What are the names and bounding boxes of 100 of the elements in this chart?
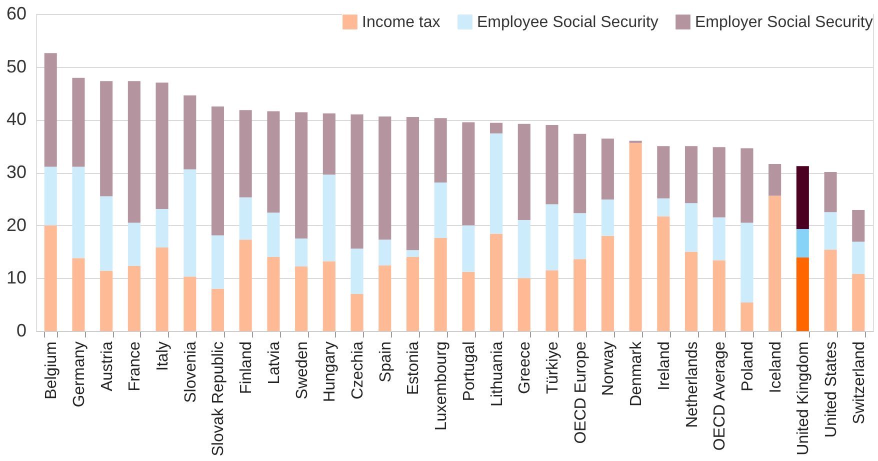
bar [657, 146, 670, 198]
bar [518, 220, 530, 278]
x-tick-label: Germany [70, 342, 88, 408]
bar [295, 238, 308, 267]
bar [44, 225, 57, 331]
x-tick-label: France [126, 341, 144, 392]
bar [684, 203, 698, 252]
bar [295, 112, 308, 239]
bar [434, 118, 447, 183]
bar [462, 225, 475, 272]
bar [574, 259, 586, 331]
bar [712, 217, 726, 260]
bar [434, 238, 447, 331]
y-tick-label: 0 [16, 320, 26, 340]
x-tick-label: Slovak Republic [210, 342, 228, 456]
x-tick-label: Greece [516, 341, 534, 394]
y-tick-label: 60 [6, 4, 26, 24]
x-tick-label: Ireland [656, 342, 673, 390]
bar [239, 197, 252, 240]
bar [350, 294, 364, 331]
y-tick-label: 50 [6, 56, 26, 76]
bar [434, 182, 447, 238]
bar [184, 276, 196, 331]
bar [322, 113, 336, 175]
bar [406, 250, 419, 258]
bar [768, 196, 782, 331]
y-tick-label: 10 [6, 268, 26, 288]
bar [852, 274, 865, 331]
bar [601, 199, 614, 236]
x-tick-label: Luxembourg [433, 342, 450, 430]
bar [462, 122, 475, 226]
bar [44, 166, 57, 226]
bar [490, 133, 503, 234]
bar [490, 122, 503, 134]
x-tick-label: Spain [377, 342, 394, 382]
bar [601, 138, 614, 200]
bar [518, 278, 530, 331]
bar [295, 266, 308, 331]
bar [462, 272, 475, 331]
bar [156, 82, 168, 209]
x-tick-label: Czechia [350, 341, 367, 400]
x-tick-label: Portugal [460, 342, 478, 402]
bar [211, 235, 224, 289]
legend-label: Employee Social Security [477, 14, 658, 31]
bar [657, 198, 670, 216]
x-tick-label: Sweden [294, 342, 311, 400]
x-tick-label: Poland [739, 342, 756, 392]
x-tick-label: Türkiye [544, 341, 562, 394]
x-tick-label: Finland [238, 342, 256, 394]
bar [211, 106, 224, 236]
bar [796, 166, 809, 230]
bar [156, 208, 168, 248]
bar [740, 222, 754, 302]
x-tick-label: Iceland [767, 342, 784, 394]
bar [322, 261, 336, 331]
bar [184, 95, 196, 170]
x-tick-label: Denmark [628, 340, 646, 406]
bar [211, 288, 224, 331]
bar [712, 260, 726, 331]
bar [574, 213, 586, 260]
bar [518, 124, 530, 220]
bar [72, 78, 85, 167]
bar [657, 216, 670, 331]
bar [100, 196, 113, 271]
bar [267, 212, 280, 258]
y-tick-label: 20 [6, 214, 26, 235]
x-tick-label: Hungary [322, 342, 339, 402]
bar [629, 142, 642, 331]
bar [601, 236, 614, 331]
bar [852, 210, 865, 242]
x-tick-label: United States [823, 342, 840, 438]
bar [796, 229, 809, 258]
x-tick-label: Lithuania [488, 341, 506, 406]
x-tick-label: United Kingdom [795, 342, 812, 456]
bar [378, 240, 392, 266]
x-tick-label: Austria [98, 341, 116, 392]
bar [239, 240, 252, 331]
bar [574, 134, 586, 214]
x-tick-label: OECD Average [712, 341, 729, 451]
bar [350, 114, 364, 249]
bar [100, 270, 113, 331]
bar [378, 116, 392, 240]
bar [768, 164, 782, 196]
bar [406, 257, 419, 331]
bar [796, 258, 809, 331]
legend-label: Employer Social Security [695, 14, 873, 31]
y-tick-label: 40 [6, 109, 26, 130]
bar [378, 265, 392, 331]
bar [44, 53, 57, 167]
bar [267, 111, 280, 213]
bar [322, 174, 336, 262]
bar [546, 204, 558, 270]
bar [684, 252, 698, 331]
x-tick-label: Netherlands [684, 342, 701, 428]
bar [128, 81, 140, 223]
x-tick-label: OECD Europe [572, 341, 590, 444]
bar [740, 148, 754, 223]
bar [156, 248, 168, 331]
x-tick-label: Italy [154, 342, 172, 371]
bar [128, 222, 140, 266]
